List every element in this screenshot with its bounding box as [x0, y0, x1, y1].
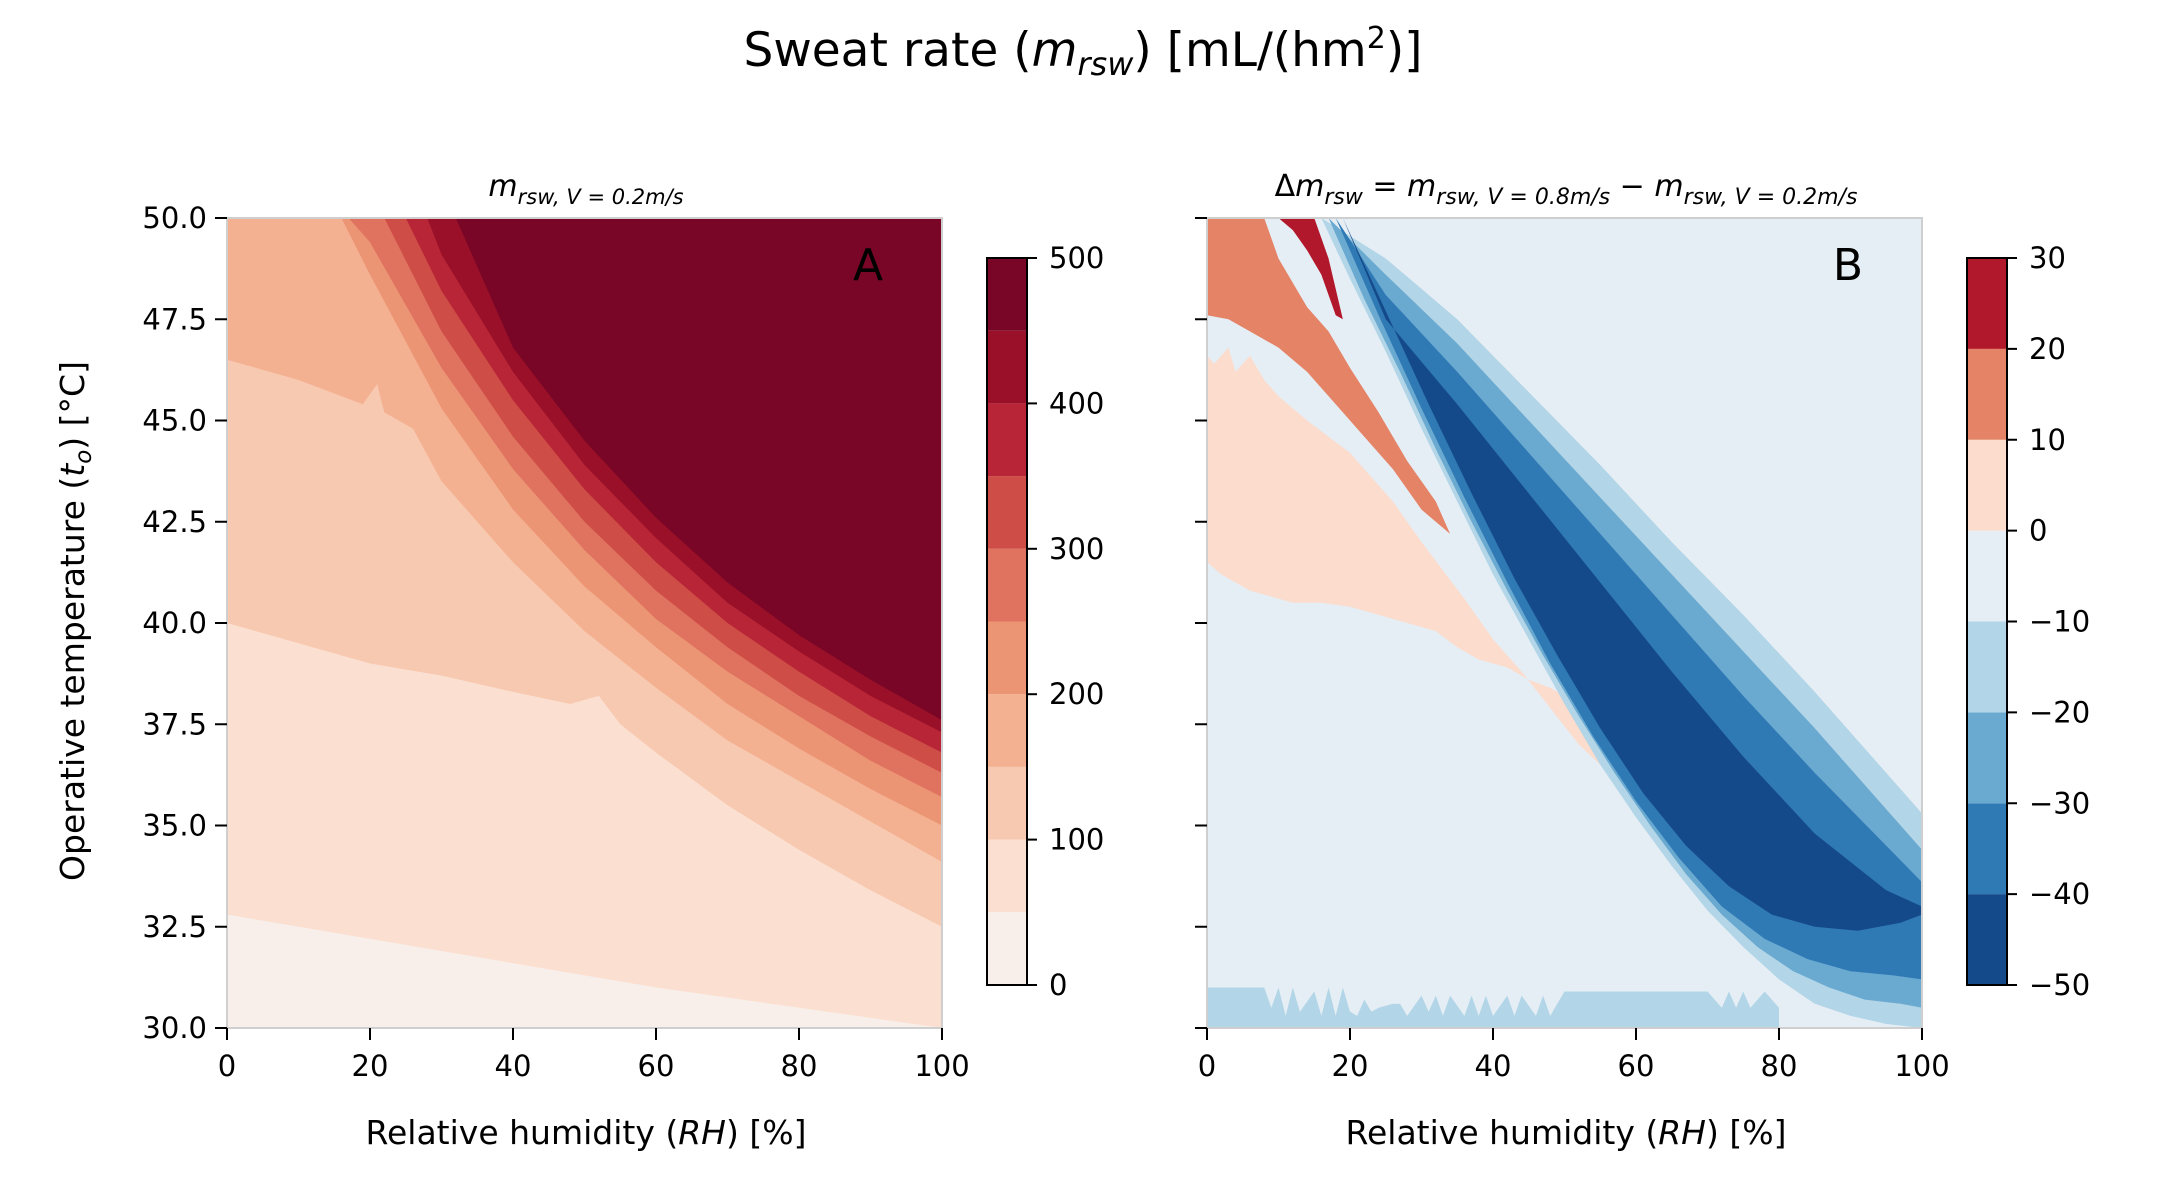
colorbar-tick-label: −20: [2029, 695, 2090, 729]
colorbar-swatch: [987, 403, 1027, 477]
colorbar-swatch: [987, 839, 1027, 913]
y-tick-label: 42.5: [142, 505, 207, 539]
colorbar-swatch: [987, 621, 1027, 695]
colorbar-swatch: [1967, 530, 2007, 622]
panel-a-colorbar: 0 100 200 300 400 500: [986, 241, 1104, 1002]
x-tick-label: 0: [1198, 1049, 1216, 1083]
contour-region-20-30: [1278, 218, 1343, 320]
panel-b-title: Δmrsw = mrsw, V = 0.8m/s − mrsw, V = 0.2…: [1275, 169, 1858, 210]
y-tick-label: 30.0: [142, 1011, 207, 1045]
x-tick-label: 100: [1894, 1049, 1949, 1083]
panel-a-x-ticks: 0 20 40 60 80 100: [218, 1028, 970, 1083]
x-tick-label: 20: [352, 1049, 389, 1083]
colorbar-tick-label: 10: [2029, 423, 2066, 457]
colorbar-tick-label: 200: [1049, 677, 1104, 711]
panel-a-xlabel: Relative humidity (RH) [%]: [366, 1113, 807, 1152]
colorbar-tick-label: 0: [1049, 968, 1067, 1002]
colorbar-tick-label: −40: [2029, 877, 2090, 911]
x-tick-label: 40: [1475, 1049, 1512, 1083]
contour-region--40--30: [1335, 218, 1922, 980]
colorbar-swatch: [987, 330, 1027, 404]
colorbar-tick-label: 20: [2029, 332, 2066, 366]
y-tick-label: 32.5: [142, 910, 207, 944]
colorbar-swatch: [1967, 439, 2007, 531]
colorbar-frame: [986, 257, 1028, 986]
colorbar-swatch: [987, 912, 1027, 985]
x-tick-label: 40: [495, 1049, 532, 1083]
panel-a-ylabel: Operative temperature (to) [°C]: [53, 361, 97, 881]
colorbar-swatch: [987, 694, 1027, 767]
contour-region-0-10: [1207, 347, 1651, 834]
colorbar-tick-label: −50: [2029, 968, 2090, 1002]
panel-a-title: mrsw, V = 0.2m/s: [488, 169, 683, 209]
panel-a-plot-area: [226, 217, 943, 1029]
panel-a-sweat-rate-contour: mrsw, V = 0.2m/s A 0 20 40 60 80 100 30.0 32.5…: [53, 169, 1104, 1152]
colorbar-swatch: [1967, 621, 2007, 713]
y-tick-label: 50.0: [142, 201, 207, 235]
x-tick-label: 20: [1332, 1049, 1369, 1083]
colorbar-swatch: [1967, 258, 2007, 349]
panel-b-y-ticks: [1195, 217, 1207, 1029]
panel-a-y-ticks: 30.0 32.5 35.0 37.5 40.0 42.5 45.0 47.5 50.0: [142, 201, 227, 1045]
panel-a-letter: A: [853, 240, 883, 291]
contour-band-450: [455, 218, 942, 721]
x-tick-label: 60: [638, 1049, 675, 1083]
colorbar-swatch: [987, 548, 1027, 622]
y-tick-label: 37.5: [142, 707, 207, 741]
contour-region--20--10: [1207, 987, 1779, 1028]
x-tick-label: 60: [1618, 1049, 1655, 1083]
colorbar-swatch: [1967, 348, 2007, 440]
contour-region-10-20: [1207, 218, 1451, 534]
colorbar-swatch: [1967, 712, 2007, 804]
y-tick-label: 47.5: [142, 302, 207, 336]
panel-b-xlabel: Relative humidity (RH) [%]: [1346, 1113, 1787, 1152]
x-tick-label: 80: [781, 1049, 818, 1083]
colorbar-tick-label: 400: [1049, 386, 1104, 420]
x-tick-label: 0: [218, 1049, 236, 1083]
panel-b-colorbar: −50 −40 −30 −20 −10 0 10 20 30: [1966, 241, 2090, 1002]
colorbar-tick-label: 0: [2029, 514, 2047, 548]
colorbar-swatch: [1967, 803, 2007, 895]
colorbar-swatch: [987, 766, 1027, 840]
panel-b-plot-area: [1206, 217, 1923, 1029]
colorbar-tick-label: 100: [1049, 823, 1104, 857]
colorbar-tick-label: −10: [2029, 605, 2090, 639]
x-tick-label: 80: [1761, 1049, 1798, 1083]
colorbar-tick-label: 30: [2029, 241, 2066, 275]
panel-b-x-ticks: 0 20 40 60 80 100: [1198, 1028, 1950, 1083]
colorbar-tick-label: 500: [1049, 241, 1104, 275]
colorbar-swatch: [1967, 894, 2007, 985]
colorbar-tick-label: −30: [2029, 786, 2090, 820]
panel-b-delta-sweat-rate-contour: Δmrsw = mrsw, V = 0.8m/s − mrsw, V = 0.2…: [1195, 169, 2090, 1152]
x-tick-label: 100: [914, 1049, 969, 1083]
panel-b-letter: B: [1833, 240, 1863, 291]
colorbar-swatch: [987, 258, 1027, 331]
figure-suptitle: Sweat rate (mrsw) [mL/(hm2)]: [743, 21, 1422, 83]
colorbar-tick-label: 300: [1049, 532, 1104, 566]
y-tick-label: 45.0: [142, 404, 207, 438]
y-tick-label: 35.0: [142, 809, 207, 843]
colorbar-swatch: [987, 476, 1027, 549]
y-tick-label: 40.0: [142, 606, 207, 640]
